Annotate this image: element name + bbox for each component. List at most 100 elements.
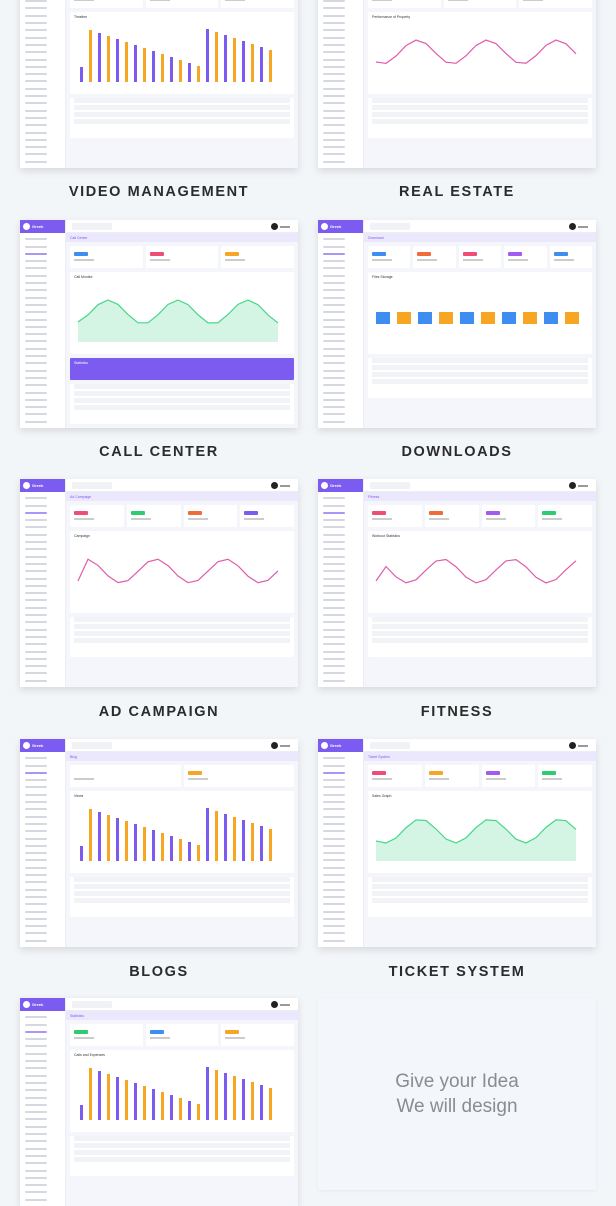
sidebar-item[interactable] — [323, 282, 345, 285]
table-row[interactable] — [74, 105, 290, 110]
sidebar-item[interactable] — [323, 303, 345, 306]
table-row[interactable] — [74, 1157, 290, 1162]
sidebar-item[interactable] — [323, 584, 345, 587]
dashboard-preview-card[interactable]: Greek Ticket System Sales Graph — [318, 739, 596, 947]
sidebar-item[interactable] — [25, 391, 47, 394]
sidebar-item[interactable] — [323, 635, 345, 638]
sidebar-item[interactable] — [25, 362, 47, 365]
sidebar-item[interactable] — [25, 138, 47, 141]
sidebar-item[interactable] — [25, 1154, 47, 1157]
sidebar-item[interactable] — [323, 526, 345, 529]
sidebar-item[interactable] — [25, 1030, 47, 1033]
sidebar-item[interactable] — [25, 160, 47, 163]
sidebar-item[interactable] — [25, 22, 47, 25]
sidebar-item[interactable] — [25, 252, 47, 255]
sidebar-item[interactable] — [323, 347, 345, 350]
sidebar-item[interactable] — [323, 102, 345, 105]
sidebar-item[interactable] — [323, 29, 345, 32]
table-row[interactable] — [74, 384, 290, 389]
avatar[interactable] — [569, 742, 576, 749]
sidebar-item[interactable] — [323, 672, 345, 675]
sidebar-item[interactable] — [25, 555, 47, 558]
sidebar-item[interactable] — [323, 793, 345, 796]
sidebar-item[interactable] — [25, 340, 47, 343]
sidebar-item[interactable] — [25, 384, 47, 387]
table-row[interactable] — [74, 877, 290, 882]
sidebar-item[interactable] — [25, 822, 47, 825]
table-row[interactable] — [74, 391, 290, 396]
sidebar-item[interactable] — [323, 888, 345, 891]
table-row[interactable] — [74, 98, 290, 103]
sidebar-item[interactable] — [323, 391, 345, 394]
sidebar-item[interactable] — [25, 679, 47, 682]
sidebar-item[interactable] — [25, 570, 47, 573]
sidebar-item[interactable] — [25, 376, 47, 379]
sidebar-item[interactable] — [25, 801, 47, 804]
sidebar-item[interactable] — [25, 1023, 47, 1026]
sidebar-item[interactable] — [25, 635, 47, 638]
sidebar-item[interactable] — [25, 584, 47, 587]
sidebar-item[interactable] — [25, 786, 47, 789]
sidebar-item[interactable] — [323, 504, 345, 507]
sidebar-item[interactable] — [25, 614, 47, 617]
sidebar-item[interactable] — [25, 29, 47, 32]
sidebar-item[interactable] — [323, 376, 345, 379]
sidebar-item[interactable] — [323, 917, 345, 920]
sidebar-item[interactable] — [25, 355, 47, 358]
sidebar-item[interactable] — [323, 939, 345, 942]
sidebar-item[interactable] — [323, 903, 345, 906]
table-row[interactable] — [372, 358, 588, 363]
sidebar-item[interactable] — [323, 355, 345, 358]
dashboard-preview-card[interactable]: Greek Fitness Workout Statistics — [318, 479, 596, 687]
avatar[interactable] — [271, 1001, 278, 1008]
sidebar-item[interactable] — [25, 1125, 47, 1128]
sidebar-item[interactable] — [25, 643, 47, 646]
sidebar-item[interactable] — [25, 562, 47, 565]
sidebar-item[interactable] — [323, 153, 345, 156]
sidebar-item[interactable] — [25, 910, 47, 913]
table-row[interactable] — [372, 105, 588, 110]
sidebar-item[interactable] — [323, 146, 345, 149]
dashboard-preview-card[interactable]: Greek Ad Campaign Campaign — [20, 479, 298, 687]
table-row[interactable] — [372, 365, 588, 370]
sidebar-item[interactable] — [323, 779, 345, 782]
sidebar-item[interactable] — [25, 413, 47, 416]
sidebar-item[interactable] — [25, 14, 47, 17]
sidebar-item[interactable] — [25, 65, 47, 68]
sidebar-item[interactable] — [323, 606, 345, 609]
sidebar-item[interactable] — [323, 822, 345, 825]
dashboard-preview-card[interactable]: Greek Call Center Call Monitor Statistics — [20, 220, 298, 428]
sidebar-item[interactable] — [25, 917, 47, 920]
sidebar-item[interactable] — [323, 757, 345, 760]
sidebar-item[interactable] — [323, 771, 345, 774]
table-row[interactable] — [74, 891, 290, 896]
sidebar-item[interactable] — [25, 606, 47, 609]
sidebar-item[interactable] — [323, 160, 345, 163]
sidebar-item[interactable] — [323, 124, 345, 127]
search-input[interactable] — [72, 482, 112, 489]
sidebar-item[interactable] — [323, 599, 345, 602]
sidebar-item[interactable] — [323, 592, 345, 595]
sidebar-item[interactable] — [323, 541, 345, 544]
sidebar-item[interactable] — [25, 621, 47, 624]
sidebar-item[interactable] — [323, 786, 345, 789]
sidebar-item[interactable] — [25, 808, 47, 811]
search-input[interactable] — [72, 742, 112, 749]
sidebar-item[interactable] — [25, 844, 47, 847]
search-input[interactable] — [72, 1001, 112, 1008]
sidebar-item[interactable] — [25, 7, 47, 10]
sidebar-item[interactable] — [323, 116, 345, 119]
sidebar-item[interactable] — [323, 643, 345, 646]
sidebar-item[interactable] — [323, 369, 345, 372]
sidebar-item[interactable] — [25, 1140, 47, 1143]
table-row[interactable] — [372, 379, 588, 384]
table-row[interactable] — [372, 638, 588, 643]
sidebar-item[interactable] — [25, 903, 47, 906]
sidebar-item[interactable] — [25, 793, 47, 796]
sidebar-item[interactable] — [323, 628, 345, 631]
sidebar-item[interactable] — [25, 238, 47, 241]
search-input[interactable] — [370, 223, 410, 230]
sidebar-item[interactable] — [323, 406, 345, 409]
sidebar-item[interactable] — [323, 362, 345, 365]
sidebar-item[interactable] — [323, 815, 345, 818]
